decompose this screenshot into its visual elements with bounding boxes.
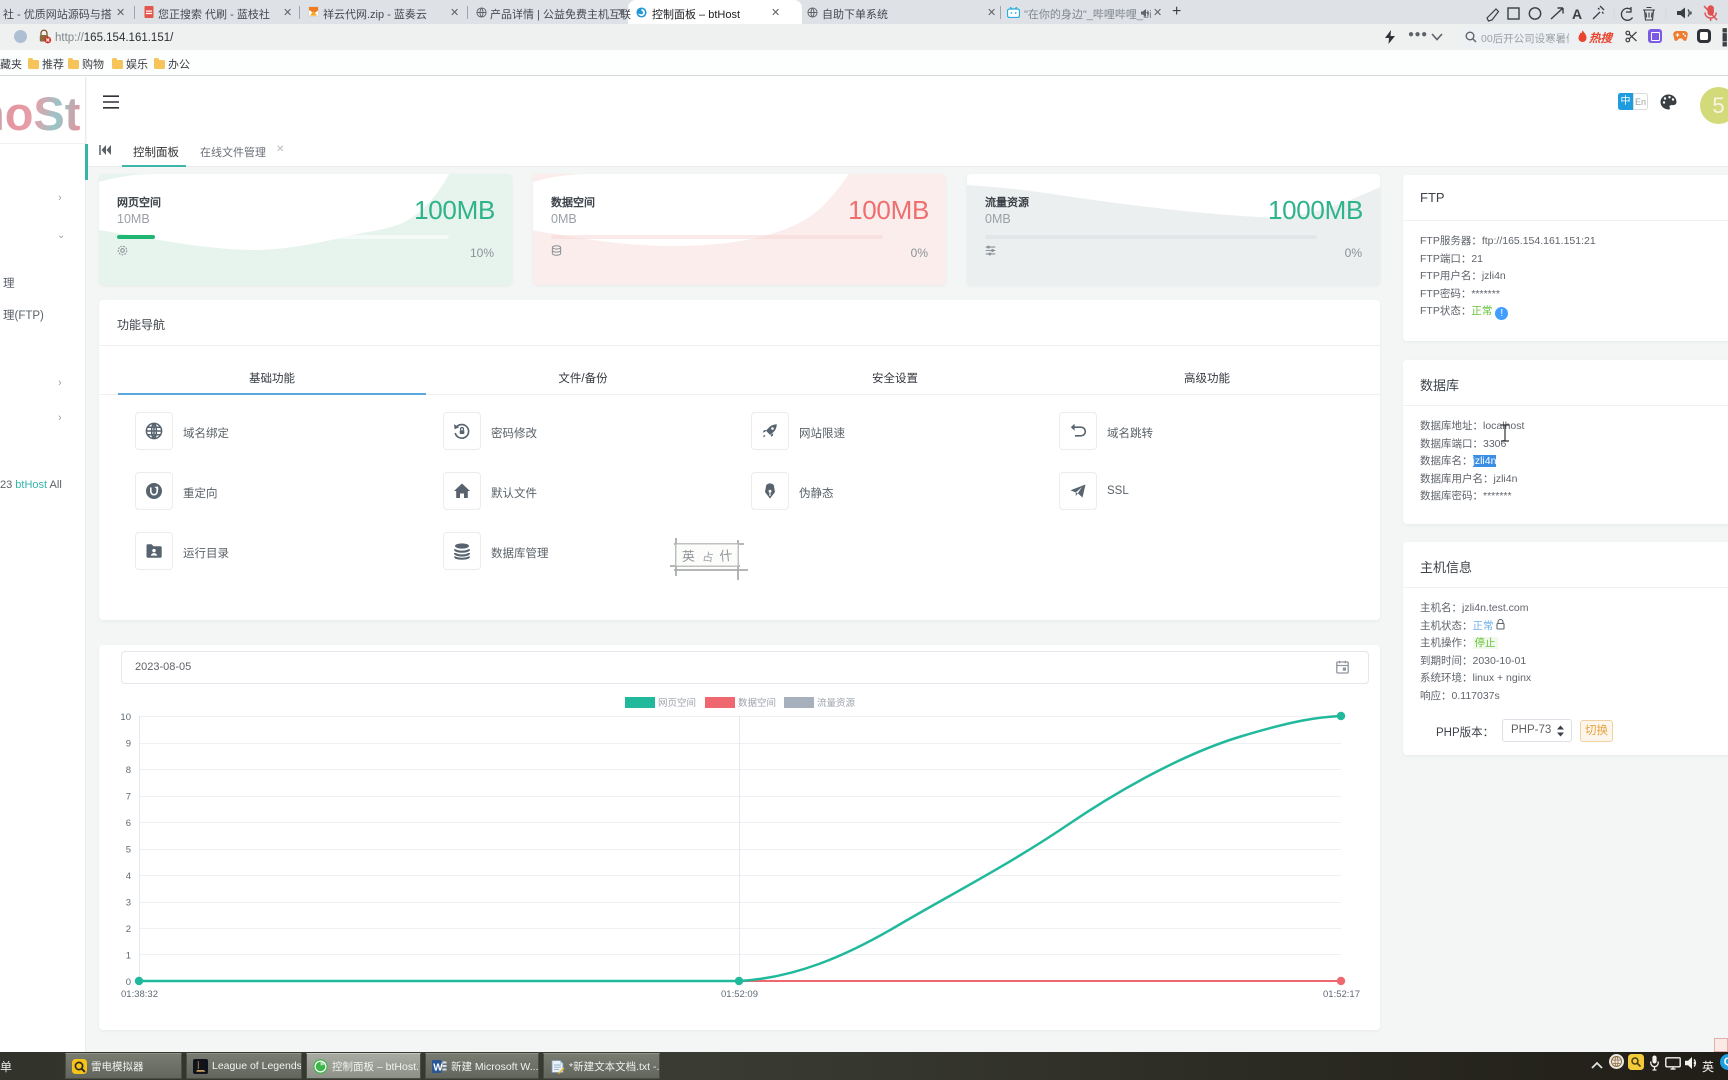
svg-text:1: 1: [126, 951, 131, 962]
svg-text:A: A: [1572, 6, 1582, 22]
svg-text:9: 9: [126, 739, 131, 750]
svg-text:流量资源: 流量资源: [817, 697, 856, 709]
svg-text:01:38:32: 01:38:32: [121, 989, 158, 1000]
svg-text:占: 占: [702, 549, 715, 564]
svg-text:7: 7: [126, 792, 131, 803]
svg-text:2: 2: [126, 924, 131, 935]
svg-text:5: 5: [126, 845, 131, 856]
svg-text:什: 什: [719, 548, 734, 564]
svg-text:0: 0: [126, 977, 131, 988]
svg-text:W: W: [433, 1062, 443, 1073]
svg-text:01:52:09: 01:52:09: [721, 989, 758, 1000]
svg-text:英: 英: [682, 549, 696, 564]
svg-text:6: 6: [126, 818, 131, 829]
svg-text:数据空间: 数据空间: [738, 697, 776, 709]
svg-text:3: 3: [126, 898, 131, 909]
svg-text:8: 8: [126, 765, 131, 776]
svg-text:10: 10: [120, 712, 131, 723]
svg-text:01:52:17: 01:52:17: [1323, 989, 1360, 1000]
svg-text:4: 4: [126, 871, 131, 882]
svg-text:网页空间: 网页空间: [658, 697, 696, 709]
